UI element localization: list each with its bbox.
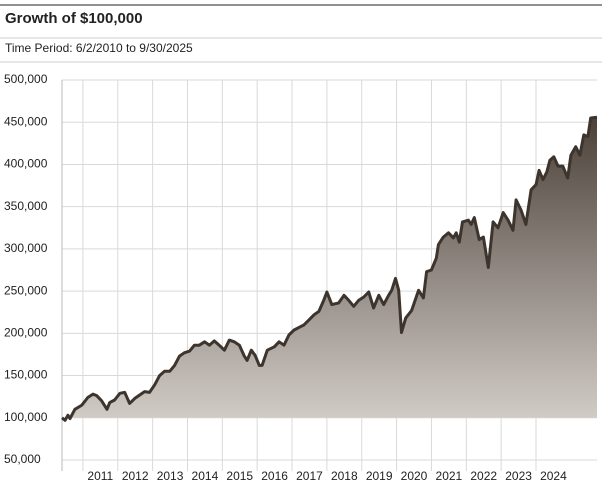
chart-title: Growth of $100,000 [5, 10, 143, 27]
y-tick-label: 450,000 [4, 114, 48, 128]
y-tick-label: 500,000 [4, 72, 48, 86]
y-tick-label: 400,000 [4, 157, 48, 171]
chart-subtitle: Time Period: 6/2/2010 to 9/30/2025 [5, 41, 193, 55]
x-tick-label: 2017 [296, 469, 323, 483]
x-tick-label: 2019 [366, 469, 393, 483]
x-tick-label: 2016 [261, 469, 288, 483]
x-tick-label: 2013 [157, 469, 184, 483]
y-tick-label: 200,000 [4, 326, 48, 340]
y-tick-label: 100,000 [4, 410, 48, 424]
y-tick-label: 50,000 [4, 452, 41, 466]
x-tick-label: 2022 [470, 469, 497, 483]
y-tick-label: 300,000 [4, 241, 48, 255]
line [61, 115, 598, 422]
x-tick-label: 2014 [192, 469, 219, 483]
x-tick-label: 2021 [436, 469, 463, 483]
x-tick-label: 2015 [226, 469, 253, 483]
y-tick-label: 250,000 [4, 283, 48, 297]
y-tick-label: 150,000 [4, 368, 48, 382]
x-tick-label: 2023 [505, 469, 532, 483]
area [62, 117, 597, 421]
x-tick-label: 2018 [331, 469, 358, 483]
x-tick-label: 2024 [540, 469, 567, 483]
x-tick-label: 2012 [122, 469, 149, 483]
x-tick-label: 2020 [401, 469, 428, 483]
y-tick-label: 350,000 [4, 199, 48, 213]
x-tick-label: 2011 [87, 469, 113, 483]
